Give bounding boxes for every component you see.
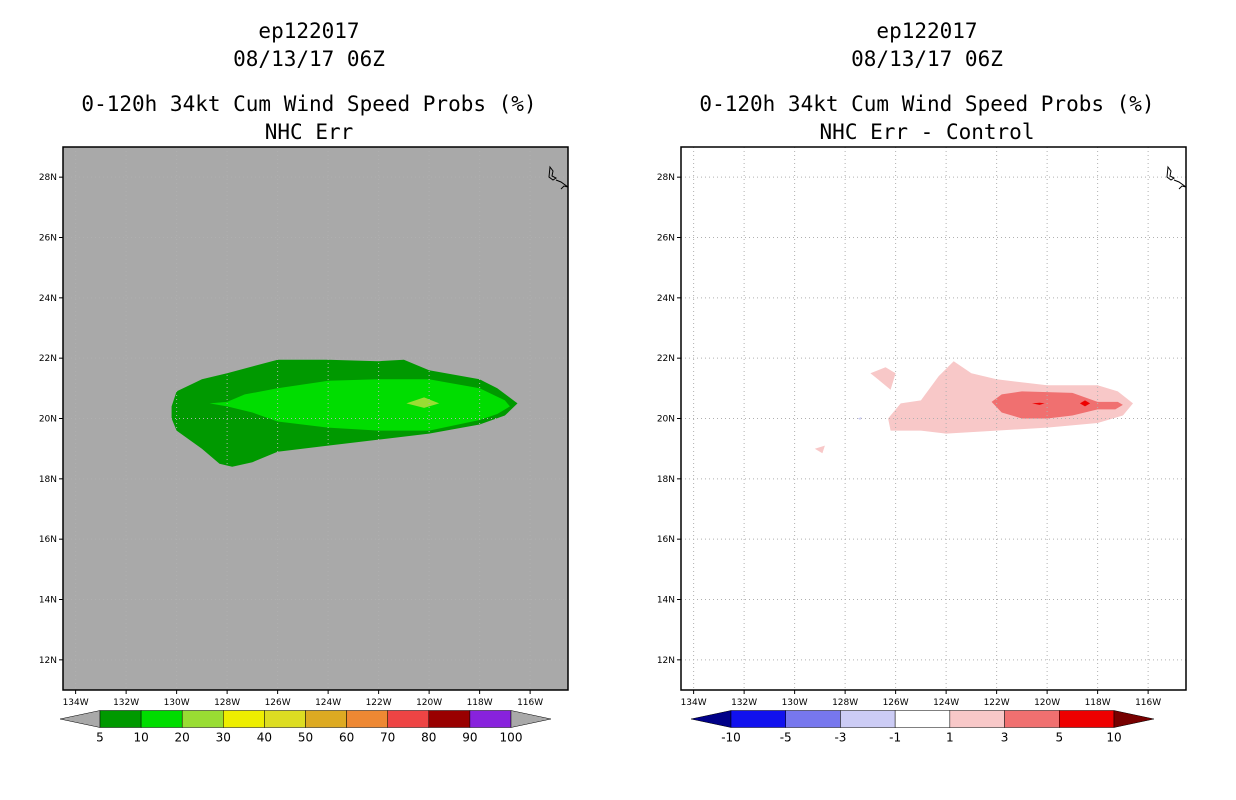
y-tick-label: 24N <box>657 294 675 304</box>
colorbar-label: 70 <box>380 731 395 745</box>
x-tick-label: 134W <box>63 698 89 708</box>
colorbar-label: 50 <box>298 731 313 745</box>
y-tick-label: 28N <box>657 173 675 183</box>
x-tick-label: 122W <box>366 698 392 708</box>
y-tick-label: 14N <box>39 596 57 606</box>
y-tick-label: 24N <box>39 294 57 304</box>
colorbar-label: 1 <box>946 731 954 745</box>
colorbar-swatch <box>1059 710 1115 728</box>
colorbar-swatch <box>140 710 183 728</box>
panel-2-subtitle: NHC Err - Control <box>819 120 1035 144</box>
contour-region-20-30 <box>406 397 440 408</box>
colorbar-under-arrow <box>690 710 732 728</box>
x-tick-label: 122W <box>984 698 1010 708</box>
x-tick-label: 116W <box>1135 698 1161 708</box>
x-tick-label: 124W <box>315 698 341 708</box>
colorbar-swatch <box>949 710 1005 728</box>
y-tick-label: 20N <box>657 415 675 425</box>
x-tick-label: 130W <box>164 698 190 708</box>
y-tick-label: 18N <box>39 475 57 485</box>
panel-1-storm-id: ep122017 <box>258 19 360 43</box>
colorbar-swatch <box>305 710 347 728</box>
colorbar-label: 10 <box>1106 731 1121 745</box>
contour-region-1-3 <box>814 445 825 454</box>
y-tick-label: 20N <box>39 415 57 425</box>
y-tick-label: 12N <box>39 656 57 666</box>
colorbar-over-arrow <box>1113 710 1155 728</box>
y-tick-label: 16N <box>657 535 675 545</box>
colorbar-label: 3 <box>1001 731 1009 745</box>
colorbar-label: 60 <box>339 731 354 745</box>
panel-1-subtitle: NHC Err <box>264 120 354 144</box>
contour-region-5-10 <box>1032 402 1045 405</box>
x-tick-label: 118W <box>467 698 493 708</box>
x-tick-label: 120W <box>1034 698 1060 708</box>
colorbar-label: 30 <box>216 731 231 745</box>
colorbar-label: 100 <box>500 731 523 745</box>
colorbar-label: 40 <box>257 731 272 745</box>
colorbar-label: 80 <box>421 731 436 745</box>
x-tick-label: 134W <box>681 698 707 708</box>
panel-2-title: 0-120h 34kt Cum Wind Speed Probs (%) <box>699 92 1155 116</box>
colorbar-swatch <box>840 710 896 728</box>
colorbar-label: 20 <box>175 731 190 745</box>
colorbar-swatch <box>428 710 471 728</box>
contour-region-3-5 <box>991 391 1123 419</box>
colorbar-swatch <box>469 710 512 728</box>
contour-region-1-3 <box>870 367 896 390</box>
colorbar-label: 5 <box>96 731 104 745</box>
y-tick-label: 22N <box>657 354 675 364</box>
colorbar-swatch <box>387 710 430 728</box>
colorbar-label: 5 <box>1055 731 1063 745</box>
x-tick-label: 124W <box>933 698 959 708</box>
y-tick-label: 26N <box>39 234 57 244</box>
colorbar-swatch <box>99 710 142 728</box>
colorbar-under-arrow <box>59 710 101 728</box>
panel-1-title: 0-120h 34kt Cum Wind Speed Probs (%) <box>81 92 537 116</box>
colorbar-swatch <box>346 710 388 728</box>
x-tick-label: 118W <box>1085 698 1111 708</box>
colorbar-label: -10 <box>721 731 741 745</box>
x-tick-label: 128W <box>214 698 240 708</box>
y-tick-label: 16N <box>39 535 57 545</box>
colorbar-label: -1 <box>889 731 901 745</box>
x-tick-label: 120W <box>416 698 442 708</box>
colorbar-swatch <box>223 710 265 728</box>
panel-2-datetime: 08/13/17 06Z <box>851 47 1003 71</box>
y-tick-label: 22N <box>39 354 57 364</box>
coastline-island <box>548 165 557 181</box>
colorbar-over-arrow <box>510 710 552 728</box>
colorbar-swatch <box>785 710 841 728</box>
colorbar-swatch <box>1004 710 1060 728</box>
colorbar-swatch <box>264 710 306 728</box>
y-tick-label: 12N <box>657 656 675 666</box>
x-tick-label: 130W <box>782 698 808 708</box>
x-tick-label: 116W <box>517 698 543 708</box>
y-tick-label: 14N <box>657 596 675 606</box>
panel-1-chart: 134W 132W 130W 128W 126W 124W 122W 120W 118W 116W… <box>39 146 569 745</box>
y-tick-label: 28N <box>39 173 57 183</box>
y-tick-label: 26N <box>657 234 675 244</box>
panel-2-storm-id: ep122017 <box>876 19 978 43</box>
x-tick-label: 126W <box>883 698 909 708</box>
x-tick-label: 126W <box>265 698 291 708</box>
x-tick-label: 132W <box>731 698 757 708</box>
contour-region-10-20 <box>209 379 510 431</box>
x-tick-label: 128W <box>832 698 858 708</box>
contour-region--1--3 <box>857 417 862 420</box>
x-tick-label: 132W <box>113 698 139 708</box>
coastline-island <box>1166 165 1175 181</box>
colorbar-label: 10 <box>133 731 148 745</box>
y-tick-label: 18N <box>657 475 675 485</box>
panel-1-datetime: 08/13/17 06Z <box>233 47 385 71</box>
panel-2-chart: 134W 132W 130W 128W 126W 124W 122W 120W 118W 116W… <box>657 146 1187 745</box>
colorbar-swatch <box>894 710 951 728</box>
colorbar-label: -5 <box>780 731 792 745</box>
colorbar-label: 90 <box>462 731 477 745</box>
colorbar-label: -3 <box>834 731 846 745</box>
colorbar-swatch <box>730 710 786 728</box>
colorbar-swatch <box>181 710 224 728</box>
